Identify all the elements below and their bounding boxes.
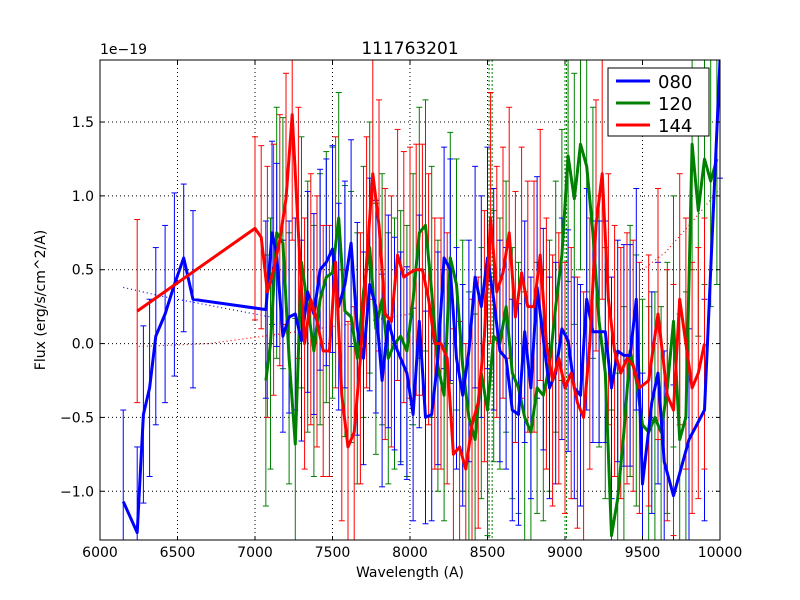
x-axis-label: Wavelength (A): [356, 565, 464, 581]
axis-ticks: 6000 6500 7000 7500 8000 8500 9000 9500 10000 −1.…: [60, 60, 742, 561]
x-tick-label: 6000: [82, 545, 118, 561]
y-tick-label: 1.5: [72, 115, 94, 131]
legend-label-144: 144: [658, 116, 692, 137]
x-tick-label: 10000: [698, 545, 743, 561]
legend-label-080: 080: [658, 72, 692, 93]
y-tick-label: 0.0: [72, 337, 94, 353]
y-offset-text: 1e−19: [100, 42, 147, 58]
legend: 080 120 144: [607, 67, 710, 137]
x-tick-label: 8500: [470, 545, 506, 561]
y-tick-label: −0.5: [60, 410, 94, 426]
series-line-080: [121, 60, 720, 535]
y-tick-label: 0.5: [72, 263, 94, 279]
x-tick-label: 8000: [392, 545, 428, 561]
y-axis-label: Flux (erg/s/cm^2/A): [33, 230, 49, 370]
series-lines: [121, 60, 720, 538]
y-tick-label: −1.0: [60, 484, 94, 500]
x-tick-label: 7000: [237, 545, 273, 561]
chart-title: 111763201: [361, 39, 458, 59]
x-tick-label: 9500: [625, 545, 661, 561]
x-tick-label: 6500: [160, 545, 196, 561]
x-tick-label: 7500: [315, 545, 351, 561]
legend-label-120: 120: [658, 94, 692, 115]
series-line-144: [136, 113, 706, 471]
x-tick-label: 9000: [547, 545, 583, 561]
y-tick-label: 1.0: [72, 189, 94, 205]
